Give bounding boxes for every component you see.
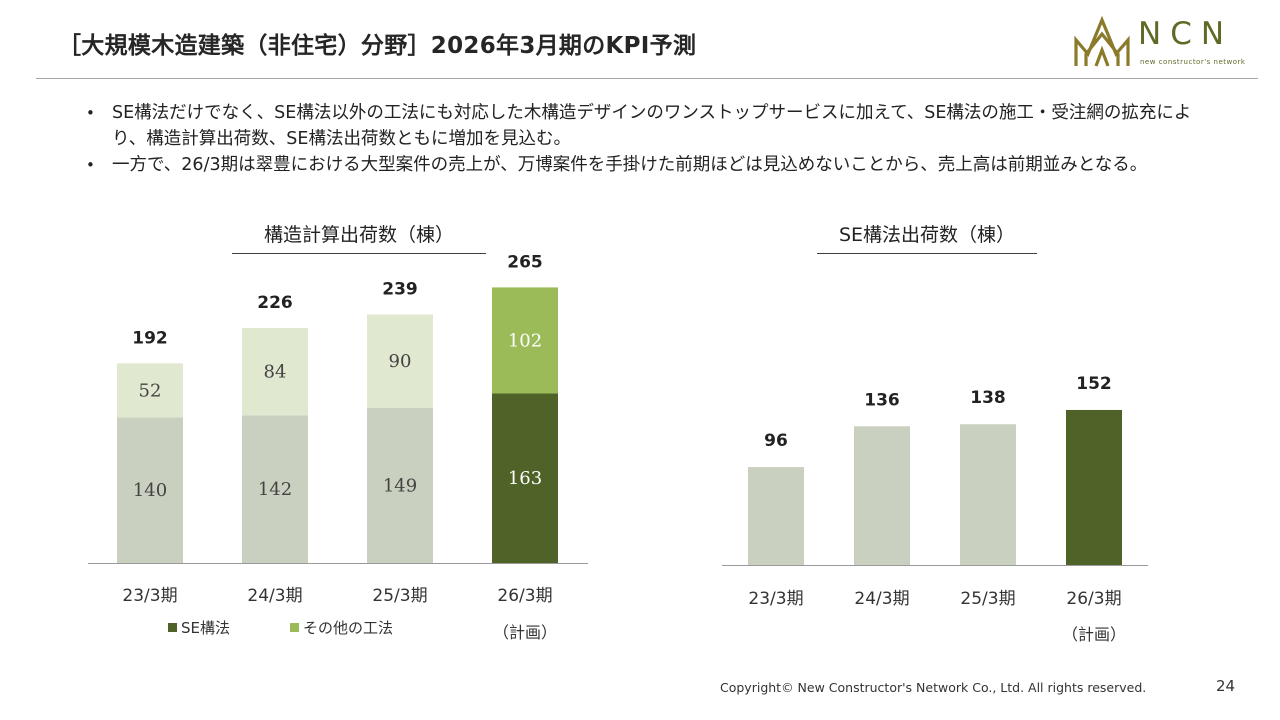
data-label-se: 140 bbox=[133, 480, 167, 501]
bullet-text: 一方で、26/3期は翠豊における大型案件の売上が、万博案件を手掛けた前期ほどは見… bbox=[112, 155, 1148, 175]
bullet-item: • SE構法だけでなく、SE構法以外の工法にも対応した木構造デザインのワンストッ… bbox=[86, 100, 1216, 152]
data-label-other: 52 bbox=[139, 380, 162, 401]
bar-other bbox=[242, 327, 308, 416]
bullet-list: • SE構法だけでなく、SE構法以外の工法にも対応した木構造デザインのワンストッ… bbox=[86, 100, 1216, 178]
bar-se bbox=[367, 408, 433, 563]
legend-swatch-se bbox=[168, 623, 177, 632]
bar-se bbox=[748, 467, 804, 565]
data-label-se: 163 bbox=[508, 468, 542, 489]
bar-other bbox=[367, 314, 433, 409]
logo-mark-icon bbox=[1074, 15, 1130, 67]
data-label-total: 239 bbox=[382, 279, 418, 299]
x-tick-label: 25/3期 bbox=[960, 589, 1015, 609]
data-label-value: 138 bbox=[970, 388, 1006, 408]
data-label-value: 96 bbox=[764, 431, 788, 451]
legend-item-se: SE構法 bbox=[168, 617, 230, 638]
chart-title-underline bbox=[817, 253, 1037, 254]
bullet-dot-icon: • bbox=[86, 104, 95, 122]
data-label-se: 142 bbox=[258, 479, 292, 500]
x-tick-label: 23/3期 bbox=[748, 589, 803, 609]
logo-tagline: new constructor's network bbox=[1140, 58, 1246, 66]
copyright-notice: Copyright© New Constructor's Network Co.… bbox=[720, 680, 1147, 695]
bar-se bbox=[1066, 409, 1122, 565]
chart-title-structural-calc: 構造計算出荷数（棟） bbox=[263, 224, 454, 246]
chart-title-se-shipments: SE構法出荷数（棟） bbox=[838, 224, 1016, 246]
data-label-se: 149 bbox=[383, 476, 417, 497]
x-tick-label: 23/3期 bbox=[122, 586, 177, 606]
page-title: ［大規模木造建築（非住宅）分野］2026年3月期のKPI予測 bbox=[58, 33, 697, 59]
bullet-dot-icon: • bbox=[86, 156, 95, 174]
bar-se bbox=[242, 415, 308, 563]
x-tick-label: 26/3期 bbox=[1066, 589, 1121, 609]
bar-other bbox=[492, 287, 558, 394]
title-divider bbox=[36, 78, 1258, 79]
x-tick-label: 24/3期 bbox=[854, 589, 909, 609]
company-logo: NCN new constructor's network bbox=[1072, 10, 1252, 74]
legend-swatch-other bbox=[290, 623, 299, 632]
page-number: 24 bbox=[1216, 677, 1236, 695]
x-tick-sublabel: （計画） bbox=[1062, 625, 1126, 644]
legend-label-se: SE構法 bbox=[181, 619, 230, 637]
bar-se bbox=[960, 424, 1016, 565]
data-label-value: 136 bbox=[864, 390, 900, 410]
bar-se bbox=[854, 426, 910, 565]
x-tick-label: 26/3期 bbox=[497, 586, 552, 606]
bullet-text: SE構法だけでなく、SE構法以外の工法にも対応した木構造デザインのワンストップサ… bbox=[112, 103, 1192, 149]
data-label-other: 102 bbox=[508, 330, 542, 351]
bar-other bbox=[117, 363, 183, 418]
x-tick-label: 25/3期 bbox=[372, 586, 427, 606]
legend-label-other: その他の工法 bbox=[303, 619, 394, 637]
data-label-other: 90 bbox=[389, 351, 412, 372]
legend-item-other: その他の工法 bbox=[290, 617, 393, 638]
bullet-item: • 一方で、26/3期は翠豊における大型案件の売上が、万博案件を手掛けた前期ほど… bbox=[86, 152, 1216, 178]
data-label-total: 265 bbox=[507, 252, 543, 272]
x-tick-label: 24/3期 bbox=[247, 586, 302, 606]
data-label-other: 84 bbox=[264, 362, 287, 383]
chart-title-underline bbox=[232, 253, 486, 254]
data-label-total: 192 bbox=[132, 328, 168, 348]
x-tick-sublabel: （計画） bbox=[493, 623, 557, 642]
logo-wordmark: NCN bbox=[1138, 16, 1234, 52]
data-label-value: 152 bbox=[1076, 374, 1112, 394]
bar-se bbox=[492, 393, 558, 563]
bar-se bbox=[117, 417, 183, 563]
data-label-total: 226 bbox=[257, 293, 293, 313]
